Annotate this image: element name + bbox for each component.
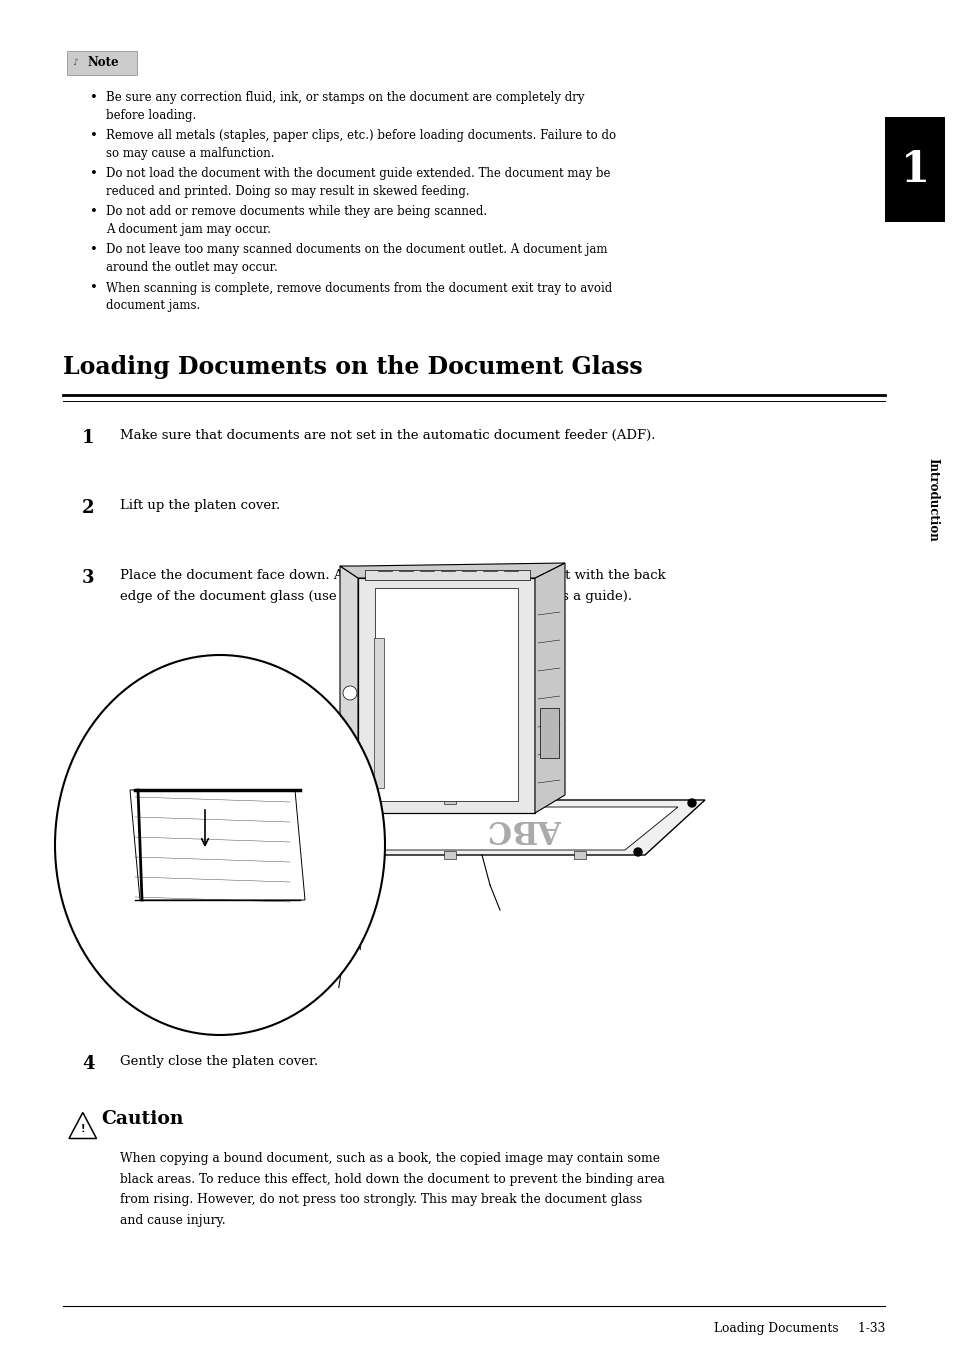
Circle shape [317,799,326,807]
FancyBboxPatch shape [884,117,944,222]
Polygon shape [375,588,517,801]
Text: 2: 2 [82,499,94,518]
Text: black areas. To reduce this effect, hold down the document to prevent the bindin: black areas. To reduce this effect, hold… [120,1173,664,1186]
Text: edge of the document glass (use the arrow in the top left corner as a guide).: edge of the document glass (use the arro… [120,589,632,603]
Text: Do not load the document with the document guide extended. The document may be: Do not load the document with the docume… [106,167,610,181]
Text: 1: 1 [900,150,928,191]
Polygon shape [339,566,357,813]
Text: Note: Note [87,57,118,69]
Polygon shape [130,790,305,900]
Circle shape [634,848,641,856]
Text: •: • [90,243,98,256]
Text: ♪: ♪ [71,58,77,67]
Text: Loading Documents on the Document Glass: Loading Documents on the Document Glass [63,355,642,379]
Text: •: • [90,167,98,179]
Text: 3: 3 [82,569,94,586]
Text: A document jam may occur.: A document jam may occur. [106,224,271,236]
Text: Caution: Caution [101,1109,183,1128]
Text: !: ! [80,1124,85,1135]
Text: When scanning is complete, remove documents from the document exit tray to avoid: When scanning is complete, remove docume… [106,282,612,294]
Text: reduced and printed. Doing so may result in skewed feeding.: reduced and printed. Doing so may result… [106,185,469,198]
Polygon shape [254,799,704,855]
Text: Gently close the platen cover.: Gently close the platen cover. [120,1055,317,1068]
Text: from rising. However, do not press too strongly. This may break the document gla: from rising. However, do not press too s… [120,1193,641,1206]
Text: document jams.: document jams. [106,299,200,313]
Text: around the outlet may occur.: around the outlet may occur. [106,262,277,274]
Text: When copying a bound document, such as a book, the copied image may contain some: When copying a bound document, such as a… [120,1153,659,1165]
FancyBboxPatch shape [443,851,456,859]
Text: •: • [90,90,98,104]
Text: and cause injury.: and cause injury. [120,1215,226,1227]
FancyBboxPatch shape [443,797,456,803]
Text: Loading Documents     1-33: Loading Documents 1-33 [713,1322,884,1335]
Text: Lift up the platen cover.: Lift up the platen cover. [120,499,280,512]
Polygon shape [357,578,535,813]
Ellipse shape [55,655,385,1035]
Text: so may cause a malfunction.: so may cause a malfunction. [106,147,274,160]
Polygon shape [274,807,678,851]
FancyBboxPatch shape [67,51,137,74]
Text: Do not add or remove documents while they are being scanned.: Do not add or remove documents while the… [106,205,487,218]
Text: Do not leave too many scanned documents on the document outlet. A document jam: Do not leave too many scanned documents … [106,244,607,256]
Text: •: • [90,280,98,294]
Circle shape [257,848,266,856]
Polygon shape [535,563,564,813]
Text: •: • [90,128,98,142]
Text: Be sure any correction fluid, ink, or stamps on the document are completely dry: Be sure any correction fluid, ink, or st… [106,92,584,104]
Text: ABC: ABC [487,813,561,844]
FancyBboxPatch shape [574,851,585,859]
Text: Make sure that documents are not set in the automatic document feeder (ADF).: Make sure that documents are not set in … [120,429,655,442]
Text: before loading.: before loading. [106,109,196,121]
Text: Introduction: Introduction [925,458,939,542]
Text: 4: 4 [82,1055,94,1073]
FancyBboxPatch shape [374,638,384,789]
Text: 1: 1 [82,429,94,448]
Circle shape [343,686,356,700]
Polygon shape [339,563,564,578]
FancyBboxPatch shape [539,708,558,758]
Text: •: • [90,205,98,218]
Polygon shape [69,1112,96,1139]
Text: Remove all metals (staples, paper clips, etc.) before loading documents. Failure: Remove all metals (staples, paper clips,… [106,129,616,142]
Text: Place the document face down. Align the top edge of the document with the back: Place the document face down. Align the … [120,569,665,582]
Circle shape [687,799,696,807]
